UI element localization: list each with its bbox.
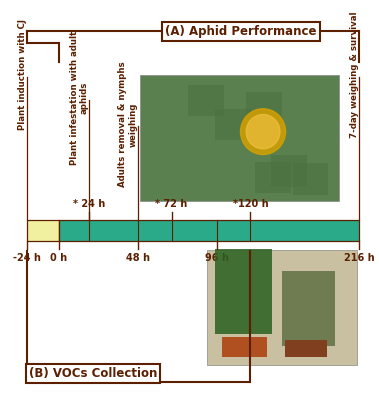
Text: * 72 h: * 72 h — [155, 198, 188, 208]
Bar — [215, 142, 250, 173]
Text: 48 h: 48 h — [126, 253, 150, 263]
Bar — [236, 104, 273, 135]
Bar — [271, 79, 307, 110]
Text: 216 h: 216 h — [344, 253, 374, 263]
Bar — [285, 340, 327, 357]
Bar — [251, 166, 287, 198]
Bar — [59, 220, 359, 241]
Bar — [27, 220, 59, 241]
Text: 7-day weighing & survival: 7-day weighing & survival — [350, 12, 359, 138]
Text: -24 h: -24 h — [13, 253, 41, 263]
Bar — [215, 248, 272, 334]
Text: Adults removal & nymphs
weighing: Adults removal & nymphs weighing — [118, 62, 138, 187]
Bar — [164, 140, 200, 171]
Text: *120 h: *120 h — [233, 198, 268, 208]
Text: (A) Aphid Performance: (A) Aphid Performance — [165, 24, 317, 38]
Text: * 24 h: * 24 h — [73, 198, 105, 208]
Text: 0 h: 0 h — [50, 253, 67, 263]
Bar — [282, 272, 335, 346]
Circle shape — [241, 109, 285, 154]
Text: Plant induction with CJ: Plant induction with CJ — [18, 20, 27, 130]
Text: (B) VOCs Collection: (B) VOCs Collection — [28, 367, 157, 380]
Text: Plant infestation with adult
aphids: Plant infestation with adult aphids — [69, 31, 89, 165]
Bar — [193, 92, 229, 124]
Circle shape — [246, 114, 280, 149]
Bar — [207, 250, 357, 365]
Text: 96 h: 96 h — [205, 253, 229, 263]
Bar — [222, 337, 267, 357]
Bar — [139, 75, 339, 201]
